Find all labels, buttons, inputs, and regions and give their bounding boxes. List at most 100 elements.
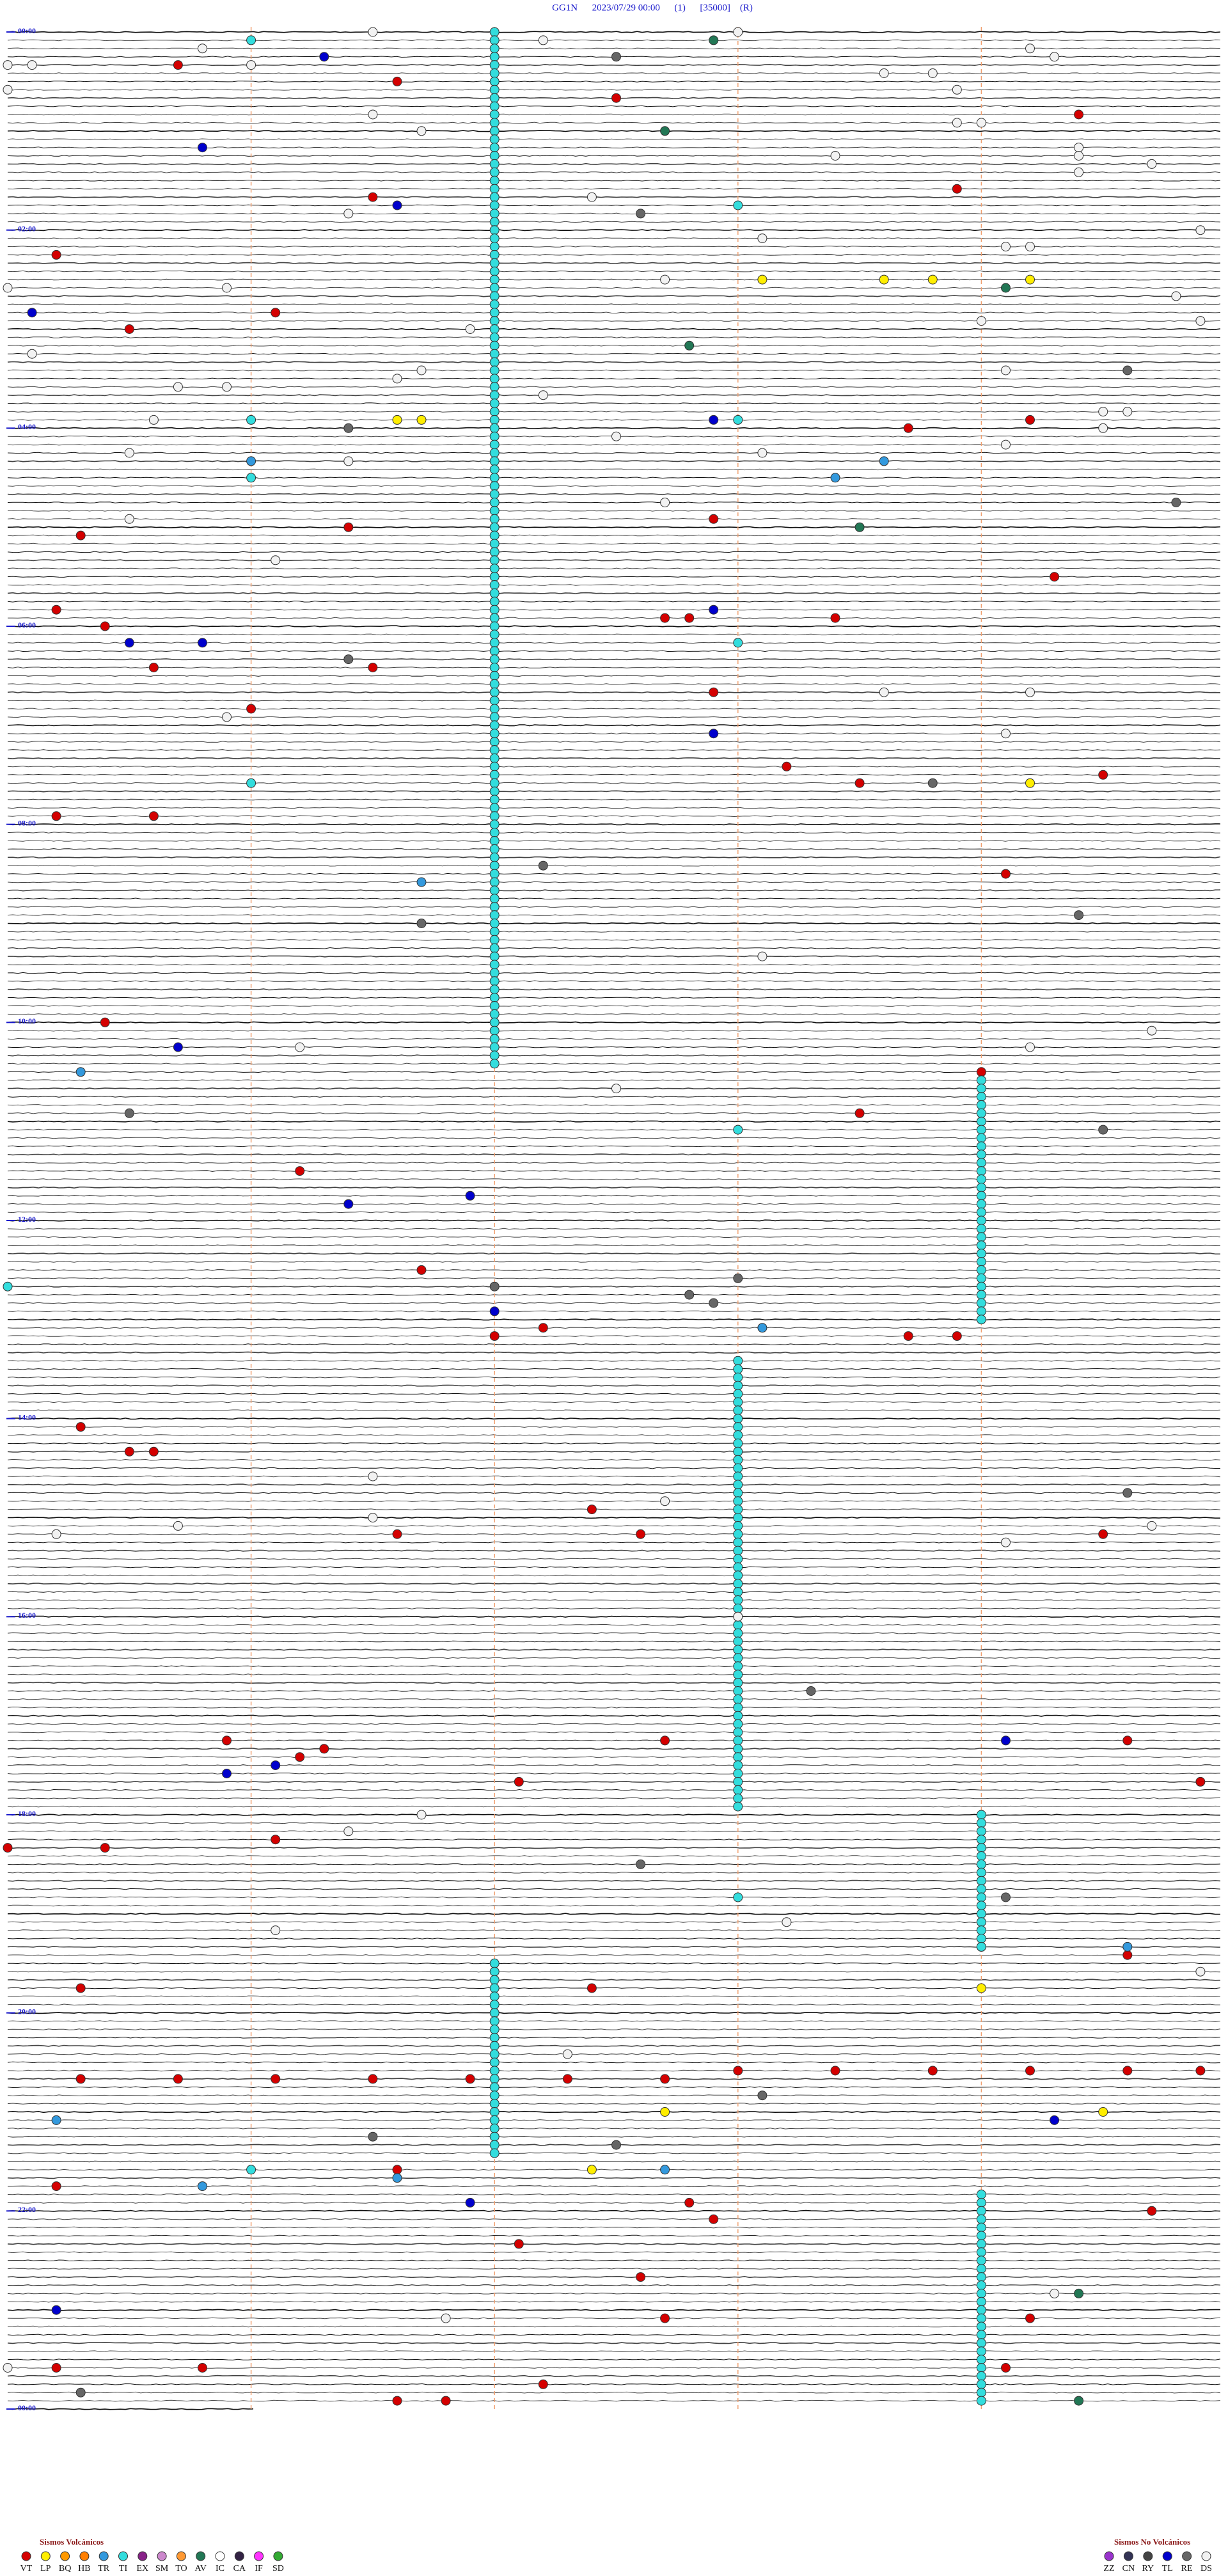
event-marker: [976, 2190, 986, 2199]
event-marker: [489, 613, 500, 623]
event-marker: [733, 1620, 743, 1630]
trace: [7, 1714, 1221, 1717]
trace: [7, 2243, 1221, 2245]
trace: [7, 2251, 1221, 2254]
event-marker: [1122, 1950, 1133, 1960]
event-marker: [733, 1463, 743, 1473]
event-marker: [733, 1752, 743, 1762]
trace: [7, 1054, 1220, 1057]
event-marker: [489, 1034, 500, 1044]
event-marker: [246, 415, 256, 425]
event-marker: [100, 621, 110, 631]
event-marker: [976, 1315, 986, 1325]
event-marker: [489, 828, 500, 838]
trace: [7, 790, 1221, 793]
trace: [7, 303, 1221, 306]
event-marker: [1074, 2288, 1084, 2298]
event-marker: [489, 498, 500, 507]
trace: [7, 1830, 1221, 1833]
event-marker: [1025, 2313, 1035, 2323]
event-marker: [733, 1653, 743, 1663]
event-marker: [489, 349, 500, 359]
event-marker: [903, 423, 913, 433]
trace: [7, 320, 1221, 322]
event-marker: [489, 2099, 500, 2109]
trace: [7, 460, 1221, 462]
event-marker: [368, 2074, 378, 2084]
event-marker: [976, 1843, 986, 1853]
trace: [7, 1401, 1221, 1403]
event-marker: [1025, 274, 1035, 285]
trace: [7, 782, 1221, 784]
trace: [7, 757, 1221, 760]
event-marker: [489, 786, 500, 796]
event-marker: [976, 1100, 986, 1110]
trace: [7, 1665, 1221, 1668]
event-marker: [976, 1075, 986, 1086]
event-marker: [976, 2296, 986, 2307]
trace: [7, 823, 1221, 826]
trace: [7, 1203, 1220, 1205]
trace: [7, 1128, 1220, 1131]
trace: [7, 1954, 1221, 1956]
event-marker: [1001, 1735, 1011, 1746]
trace: [7, 963, 1221, 966]
event-marker: [75, 530, 86, 541]
event-marker: [709, 35, 719, 45]
event-marker: [489, 175, 500, 186]
event-marker: [246, 35, 256, 45]
trace: [7, 972, 1221, 974]
event-marker: [489, 258, 500, 268]
event-marker: [489, 580, 500, 590]
legend-swatch: [273, 2551, 283, 2561]
trace: [8, 542, 1221, 545]
event-marker: [976, 1851, 986, 1861]
trace: [7, 39, 1221, 42]
event-marker: [1025, 242, 1035, 251]
event-marker: [124, 324, 134, 334]
trace: [7, 146, 1221, 148]
event-marker: [976, 2363, 986, 2373]
trace: [7, 2003, 1220, 2006]
event-marker: [1001, 729, 1011, 739]
event-marker: [489, 2131, 500, 2142]
event-marker: [976, 2288, 986, 2298]
legend-swatch: [79, 2551, 90, 2561]
trace: [7, 881, 1221, 883]
legend-swatch: [1182, 2551, 1192, 2561]
trace: [7, 312, 1221, 314]
event-marker: [489, 811, 500, 821]
legend-label: ZZ: [1103, 2564, 1114, 2573]
event-marker: [976, 1133, 986, 1143]
event-marker: [1147, 1025, 1157, 1036]
legend-swatch: [157, 2551, 167, 2561]
event-marker: [489, 720, 500, 731]
event-marker: [489, 1025, 500, 1036]
event-marker: [489, 489, 500, 500]
trace: [7, 584, 1221, 586]
event-marker: [222, 712, 232, 722]
event-marker: [271, 308, 281, 318]
trace: [7, 699, 1221, 702]
event-marker: [465, 1190, 475, 1201]
event-marker: [489, 819, 500, 830]
event-marker: [489, 621, 500, 631]
event-marker: [733, 1702, 743, 1712]
event-marker: [489, 514, 500, 524]
event-marker: [246, 456, 256, 466]
event-marker: [51, 1529, 61, 1539]
event-marker: [976, 1207, 986, 1217]
trace: [7, 1458, 1221, 1461]
event-marker: [733, 1488, 743, 1498]
time-label: 00:00: [18, 2403, 36, 2412]
event-marker: [489, 2115, 500, 2125]
event-marker: [489, 365, 500, 375]
event-marker: [489, 2032, 500, 2043]
event-marker: [1001, 1892, 1011, 1902]
event-marker: [1001, 1537, 1011, 1547]
trace: [7, 897, 1221, 900]
event-marker: [489, 60, 500, 70]
trace: [7, 1987, 1221, 1989]
event-marker: [246, 704, 256, 714]
event-marker: [489, 118, 500, 128]
